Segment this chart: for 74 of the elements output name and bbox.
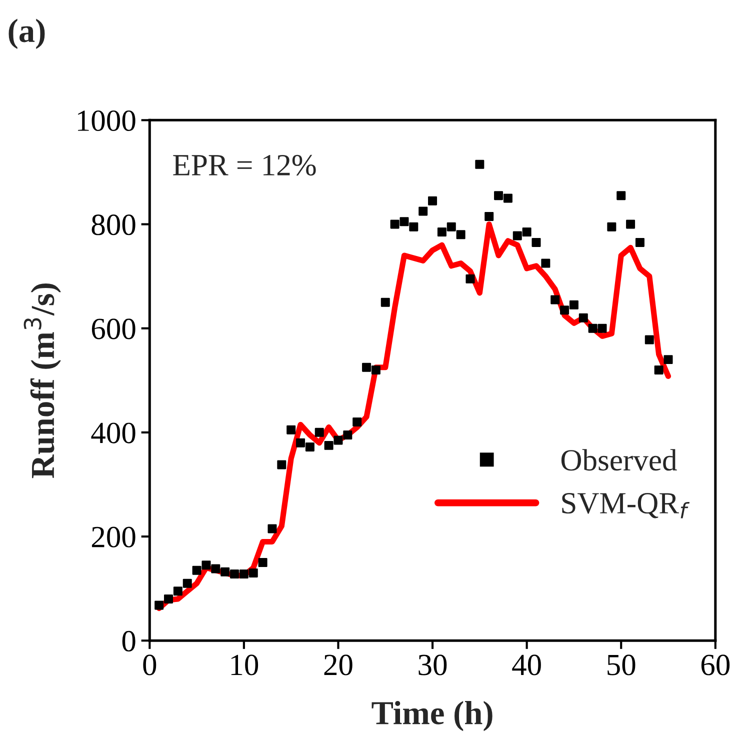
point (428, 196, 438, 206)
point (277, 460, 286, 470)
y-tick-label: 800 (92, 214, 136, 236)
point (286, 425, 296, 434)
point (456, 230, 466, 240)
y-tick-label: 200 (92, 526, 136, 548)
point (268, 524, 277, 534)
point (503, 194, 512, 203)
point (164, 594, 174, 604)
chart-title: (a) (8, 18, 45, 50)
x-axis-title: Time (h) (372, 700, 492, 732)
point (532, 238, 541, 247)
point (182, 578, 192, 588)
point (258, 558, 268, 568)
point (409, 222, 418, 232)
point (654, 365, 664, 374)
point (635, 238, 644, 247)
point (334, 436, 343, 445)
y-tick-label: 600 (92, 318, 136, 340)
point (607, 222, 616, 232)
x-tick-label: 50 (608, 654, 636, 676)
point (644, 335, 654, 344)
point (522, 228, 532, 237)
y-axis-title: Runoff (m$^{3}$/s) (24, 284, 61, 478)
y-tick-label: 1000 (78, 110, 136, 132)
point (211, 564, 220, 574)
y-tick-label: 400 (91, 422, 136, 444)
x-tick-label: 0 (143, 654, 156, 676)
point (598, 324, 607, 333)
x-tick-label: 60 (701, 654, 730, 676)
point (248, 568, 258, 578)
point (371, 365, 380, 374)
point (173, 586, 182, 596)
point (578, 313, 588, 322)
x-tick-label: 30 (418, 654, 447, 676)
point (569, 300, 578, 310)
point (296, 438, 306, 448)
point (343, 430, 352, 440)
point (560, 306, 570, 315)
point (154, 600, 164, 610)
point (494, 191, 504, 200)
annotation: EPR = 12% (173, 154, 316, 176)
x-tick-label: 20 (324, 654, 352, 676)
point (437, 228, 446, 237)
legend-label: Observed (561, 449, 677, 471)
point (484, 212, 494, 221)
point (192, 566, 202, 575)
point (362, 362, 372, 372)
point (230, 569, 240, 578)
point (626, 220, 636, 229)
point (390, 220, 400, 229)
point (352, 418, 362, 427)
point (616, 191, 626, 200)
point (239, 569, 248, 578)
point (466, 274, 475, 284)
x-tick-label: 10 (231, 654, 258, 676)
point (305, 442, 314, 452)
point (314, 428, 324, 437)
point (550, 295, 560, 304)
point (400, 217, 409, 226)
point (664, 355, 673, 364)
point (588, 324, 598, 333)
legend-label: SVM-QR$_{f}$ (562, 493, 690, 518)
x-tick-label: 40 (512, 654, 541, 676)
point (380, 298, 390, 307)
y-tick-label: 0 (122, 630, 136, 652)
point (324, 440, 334, 450)
point (418, 206, 428, 216)
point (541, 258, 550, 268)
point (475, 160, 484, 169)
point (202, 560, 211, 570)
point (512, 231, 522, 240)
point (220, 567, 230, 576)
point (446, 222, 456, 232)
